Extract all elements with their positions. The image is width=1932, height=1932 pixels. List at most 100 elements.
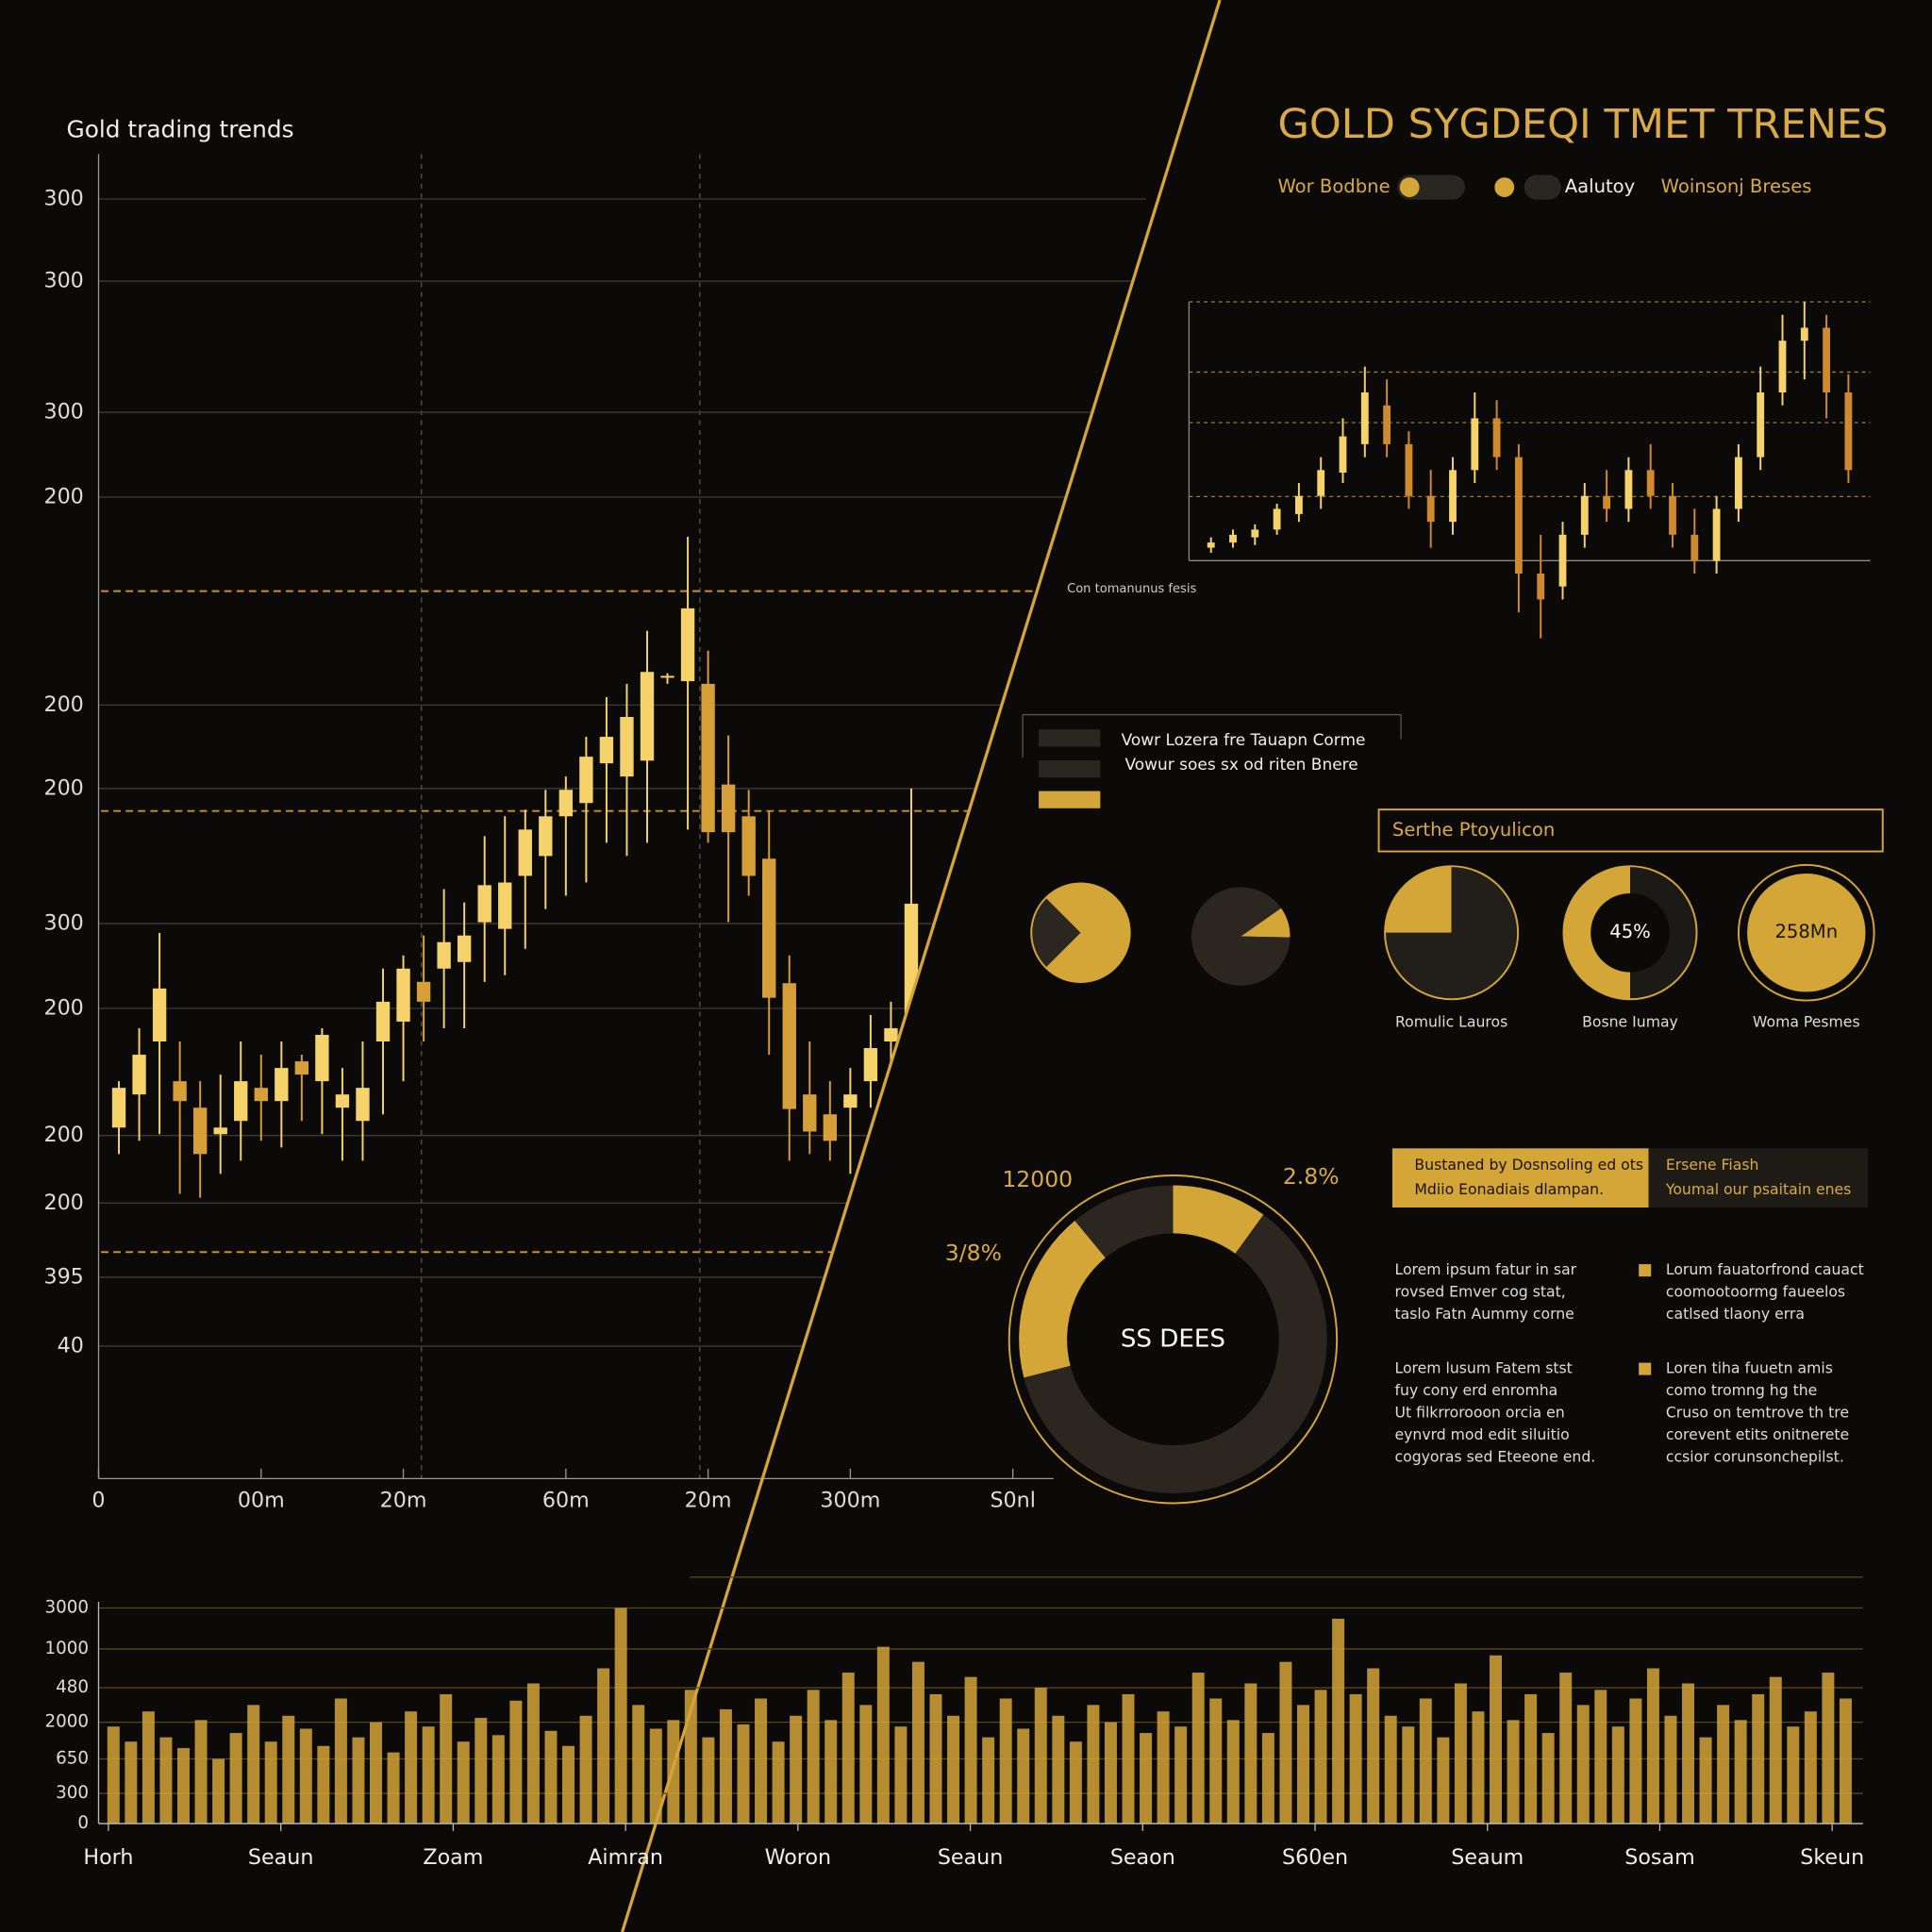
candle-body (1537, 574, 1545, 600)
candle-body (1426, 495, 1435, 523)
candle-body (275, 1068, 289, 1102)
bar (352, 1737, 365, 1824)
bar (1384, 1715, 1397, 1824)
bar (1314, 1690, 1327, 1824)
bar (1122, 1693, 1135, 1824)
bar (317, 1745, 330, 1824)
candle-body (1624, 470, 1633, 509)
candle-body (599, 737, 614, 764)
candle-body (1800, 327, 1808, 341)
bar (1507, 1720, 1520, 1824)
bar (1296, 1705, 1309, 1824)
paragraph-line: Lorem ipsum fatur in sar (1395, 1260, 1577, 1278)
candle-body (1734, 457, 1742, 509)
paragraph-line: eynvrd mod edit siluitio (1395, 1425, 1570, 1443)
pie-slice (1031, 897, 1081, 968)
paragraph-line: corevent etits onitnerete (1666, 1425, 1849, 1443)
bar (1839, 1698, 1852, 1824)
bar (859, 1705, 873, 1824)
legend-dot (1494, 177, 1515, 197)
bar (125, 1741, 138, 1824)
candle-body (1492, 418, 1501, 458)
paragraph-line: Lorem lusum Fatem stst (1395, 1359, 1573, 1377)
bar (1682, 1683, 1695, 1824)
x-tick-label: Aimran (588, 1845, 663, 1870)
candle-body (660, 675, 675, 678)
candle-body (152, 988, 167, 1041)
x-tick-label: S60en (1282, 1845, 1348, 1870)
bar (1646, 1668, 1659, 1824)
bar (1419, 1698, 1432, 1824)
center-label: 258Mn (1774, 921, 1838, 942)
bar (807, 1690, 820, 1824)
ring (1008, 1174, 1339, 1505)
pie-slice (1563, 866, 1630, 1000)
pie-slice (1024, 1214, 1327, 1494)
paragraph-line: Ut filkrrorooon orcia en (1395, 1404, 1565, 1422)
candle-body (1383, 405, 1391, 444)
panel-title: Serthe Ptoyulicon (1392, 819, 1555, 841)
bar (649, 1728, 662, 1824)
bar (772, 1741, 785, 1824)
pie-slice (1173, 1185, 1264, 1254)
panel-box (1377, 808, 1884, 853)
candle-body (863, 1048, 878, 1082)
paragraph-line: catlsed tlaony erra (1666, 1305, 1805, 1323)
bar (405, 1711, 418, 1824)
candle-body (518, 829, 532, 876)
candle-body (1360, 392, 1369, 444)
pie-label: Bosne Iumay (1582, 1013, 1678, 1031)
bar (159, 1737, 173, 1824)
bar (176, 1748, 190, 1824)
bar (1034, 1688, 1047, 1824)
y-tick-label: 200 (43, 484, 83, 508)
candle-body (1580, 495, 1589, 535)
donut-annotation: 3/8% (945, 1240, 1002, 1266)
bar (1454, 1683, 1467, 1824)
bullet (1639, 1264, 1652, 1277)
bar (999, 1698, 1012, 1824)
ring (1562, 865, 1698, 1001)
bar (929, 1693, 942, 1824)
candle-body (823, 1114, 838, 1141)
pie-slice (1630, 866, 1697, 1000)
toggle[interactable] (1524, 175, 1561, 200)
paragraph-line: Cruso on temtrove th tre (1666, 1404, 1849, 1422)
bar (841, 1673, 855, 1824)
x-tick-label: Seaon (1110, 1845, 1175, 1870)
x-tick-label: 300m (820, 1488, 880, 1512)
y-tick-label: 40 (58, 1333, 84, 1357)
y-tick-label: 200 (43, 1191, 83, 1215)
y-tick-label: 200 (43, 692, 83, 717)
y-tick-label: 2000 (45, 1712, 90, 1732)
toggle-knob (1399, 177, 1420, 197)
candle-body (416, 981, 431, 1002)
banner-text: Ersene Fiash (1666, 1156, 1759, 1174)
ring (1030, 882, 1131, 983)
x-tick-label: Seaun (248, 1845, 313, 1870)
candle-body (396, 968, 410, 1022)
bar (1017, 1728, 1030, 1824)
pie-slice (1385, 866, 1519, 1000)
donut-annotation: 12000 (1002, 1166, 1073, 1192)
bar (1174, 1726, 1188, 1824)
pie-label: Woma Pesmes (1753, 1013, 1860, 1031)
paragraph-line: como tromng hg the (1666, 1381, 1817, 1399)
bar (1559, 1673, 1573, 1824)
bar (1541, 1733, 1555, 1824)
legend-item: Woinsonj Breses (1661, 175, 1812, 197)
pie-slice (1385, 866, 1452, 933)
bar (526, 1683, 540, 1824)
pie-slice (1191, 887, 1291, 986)
y-tick-label: 480 (56, 1677, 89, 1697)
bar (894, 1726, 908, 1824)
bar (667, 1720, 680, 1824)
banner-text: Youmal our psaitain enes (1665, 1180, 1851, 1198)
bar (1524, 1693, 1538, 1824)
bar (1157, 1711, 1170, 1824)
pie-slice (1074, 1185, 1174, 1258)
bar (1279, 1661, 1292, 1824)
bar (509, 1700, 523, 1824)
